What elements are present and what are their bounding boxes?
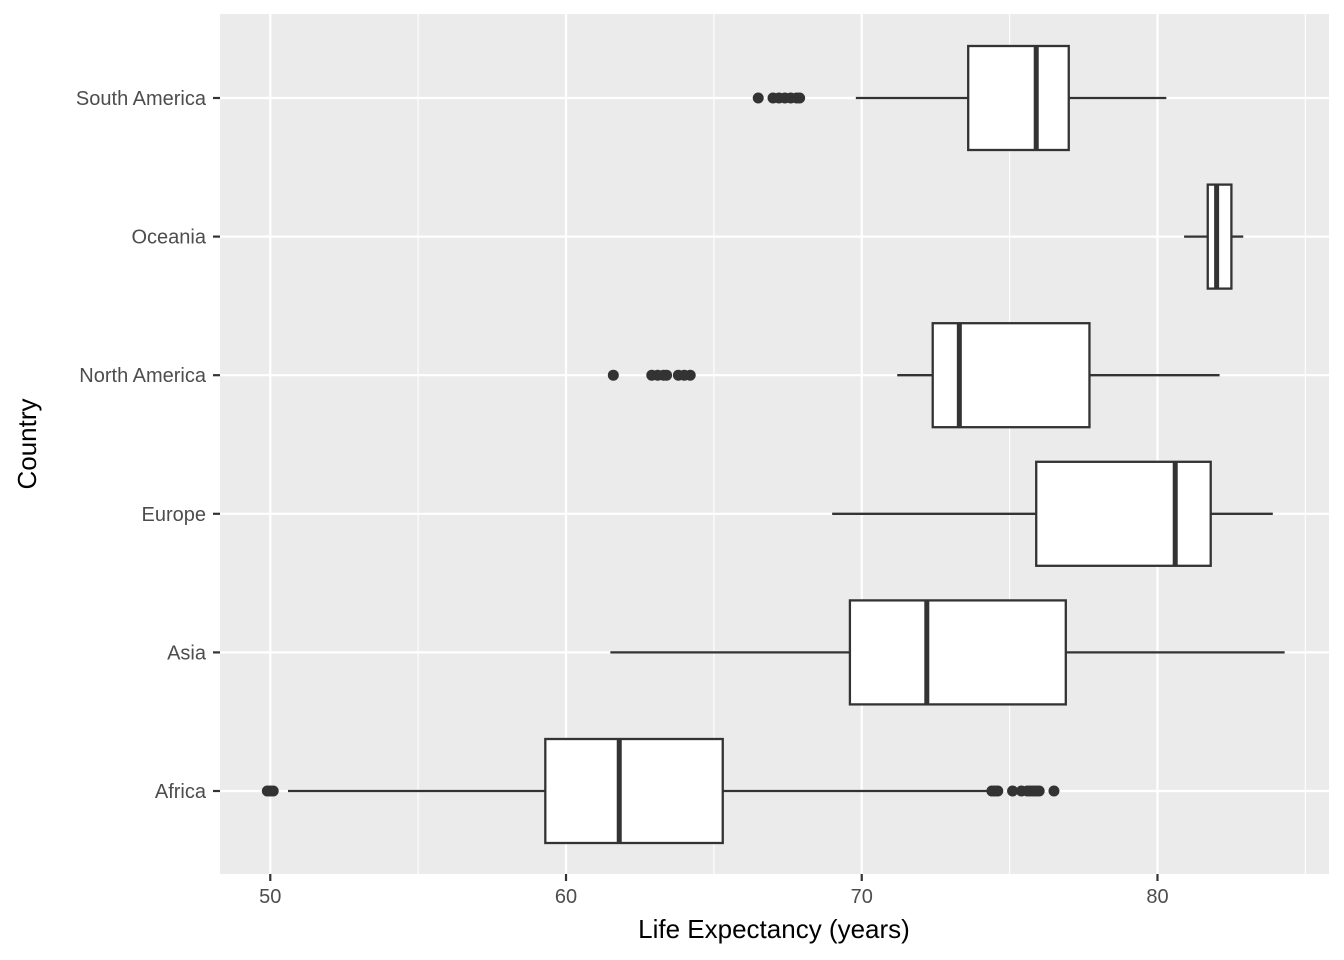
box-south-america (752, 44, 1167, 152)
x-tick-label: 70 (851, 886, 873, 908)
outlier-point (794, 92, 806, 104)
box-europe (832, 460, 1273, 567)
x-axis: 50 60 70 80 (259, 874, 1169, 908)
y-tick-label: Europe (142, 504, 207, 526)
box-north-america (607, 322, 1220, 429)
y-tick-label: South America (76, 88, 207, 110)
box-oceania (1184, 183, 1244, 290)
x-tick-label: 60 (555, 886, 577, 908)
y-axis: Africa Asia Europe North America Oceania Sout… (76, 88, 220, 803)
plot-panel (220, 14, 1329, 874)
outlier-point (992, 785, 1004, 797)
boxes-layer (261, 44, 1285, 845)
x-tick-label: 50 (259, 886, 281, 908)
y-axis-title: Country (12, 398, 42, 489)
outlier-point (684, 369, 696, 381)
box-asia (610, 599, 1285, 706)
x-tick-label: 80 (1146, 886, 1168, 908)
x-axis-title: Life Expectancy (years) (638, 914, 910, 944)
outlier-point (752, 92, 764, 104)
iqr-box (931, 322, 1091, 429)
outlier-point (1007, 785, 1019, 797)
y-tick-label: Oceania (132, 227, 207, 249)
y-tick-label: North America (79, 365, 207, 387)
iqr-box (1035, 460, 1212, 567)
y-tick-label: Africa (155, 781, 207, 803)
outlier-point (607, 369, 619, 381)
iqr-box (1206, 183, 1233, 290)
outlier-point (661, 369, 673, 381)
outlier-point (1033, 785, 1045, 797)
outlier-point (1048, 785, 1060, 797)
y-tick-label: Asia (167, 642, 207, 664)
iqr-box (967, 44, 1070, 152)
iqr-box (848, 599, 1067, 706)
iqr-box (544, 737, 724, 845)
box-africa (261, 737, 1060, 845)
outlier-point (267, 785, 279, 797)
